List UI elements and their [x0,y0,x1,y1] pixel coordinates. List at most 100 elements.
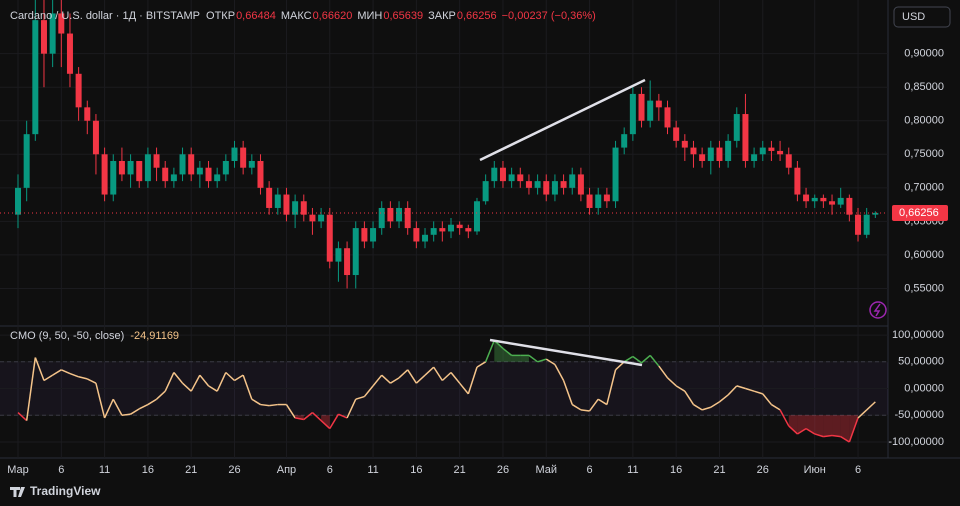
x-tick-label: 16 [670,464,682,476]
currency-button[interactable] [893,6,951,28]
candle-body [144,154,151,182]
candle-body [92,120,99,155]
cmo-line-segment [17,412,28,422]
cmo-line-segment [52,369,62,376]
alert-icon[interactable] [869,301,887,319]
marks [0,0,888,443]
cmo-line-segment [86,378,97,384]
cmo-line-segment [208,385,218,392]
x-tick-label: 16 [142,464,154,476]
candle-body [612,147,619,202]
candle-body [300,201,307,215]
candle-body [240,147,247,168]
candle-body [387,207,394,222]
candle-body [326,214,333,262]
cmo-line-segment [199,374,210,387]
candle-body [404,207,411,229]
labels: Cardano / U.S. dollar · 1Д · BITSTAMP ОТК… [7,10,948,476]
cmo-line-segment [502,347,513,356]
candle-body [707,147,714,161]
x-tick-label: Мар [7,464,29,476]
trend-line [479,78,646,162]
cmo-line-segment [805,427,816,435]
cmo-line-segment [363,385,374,398]
chart-title: Cardano / U.S. dollar · 1Д · BITSTAMP [10,10,200,22]
candle-body [136,161,143,182]
grid [0,0,888,458]
candle-body [127,161,134,175]
cmo-line-segment [103,398,114,419]
y-tick-label: -50,00000 [894,409,944,421]
x-tick-label: 26 [497,464,509,476]
candle-body [742,114,749,161]
candle-body [569,174,576,188]
y-tick-label: -100,00000 [888,436,944,448]
cmo-line-segment [112,398,123,416]
cmo-line-segment [372,374,383,387]
brand-logo [10,487,25,497]
legend-value: 0,66484 [236,10,276,22]
cmo-line-segment [580,409,590,412]
x-tick-label: 6 [855,464,861,476]
cmo-line-segment [727,385,738,396]
candle-body [413,228,420,242]
cmo-line-segment [658,365,669,379]
candle-body [179,154,186,175]
cmo-line-segment [269,403,278,407]
candle-body [777,150,784,155]
candle-body [430,228,437,235]
x-tick-label: 21 [454,464,466,476]
candle-body [759,147,766,155]
cmo-line-segment [823,434,833,438]
cmo-line-segment [242,374,253,400]
cmo-line-segment [95,383,106,419]
candle-body [292,201,299,215]
cmo-line-segment [260,403,270,407]
candle-body [214,174,221,182]
legend-value: 0,65639 [383,10,423,22]
cmo-line-segment [606,369,617,405]
cmo-line-segment [320,420,331,430]
cmo-line-segment [857,409,868,419]
candle-body [629,93,636,135]
candle-body [274,194,281,208]
lower-fill [788,415,798,434]
cmo-line-segment [736,385,746,390]
y-tick-label: 0,90000 [904,48,944,60]
candle-body [681,140,688,148]
cmo-line-segment [294,417,304,421]
cmo-line-segment [61,369,71,375]
cmo-line-segment [762,393,773,406]
y-tick-label: 0,85000 [904,81,944,93]
change: −0,00237 (−0,36%) [502,10,596,22]
candle-body [101,154,108,195]
cmo-line-segment [407,369,417,384]
cmo-line-segment [476,361,487,368]
candle-body [716,147,723,161]
cmo-line-segment [34,357,45,381]
cmo-line-segment [225,371,236,382]
x-tick-label: 26 [228,464,240,476]
alert-icon-bolt [873,303,881,317]
cmo-line-segment [398,369,409,379]
indicator-title: CMO (9, 50, -50, close) [10,330,124,342]
candle-body [673,127,680,141]
candle-body [499,167,506,182]
cmo-line-segment [528,354,539,363]
candle-body [473,201,480,232]
candle-body [344,248,351,276]
candle-body [456,224,463,229]
legend-value: 0,66256 [457,10,497,22]
candle-body [318,214,325,222]
candle-body [508,174,515,182]
candle-body [863,214,870,235]
cmo-line-segment [381,374,391,384]
x-tick-label: 11 [627,464,638,476]
cmo-line-segment [216,372,227,392]
candle-body [482,181,489,202]
candle-body [205,167,212,182]
candle-body [595,194,602,208]
cmo-line-segment [788,425,798,435]
